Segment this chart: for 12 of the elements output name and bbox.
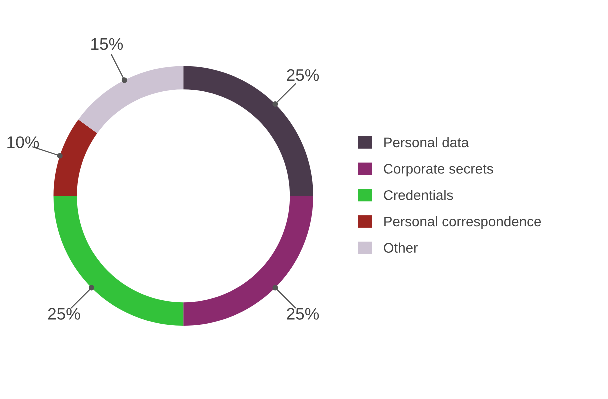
data-label: 25% [287, 308, 320, 320]
legend-label: Personal data [384, 137, 470, 148]
legend-label: Other [384, 242, 418, 253]
legend-label: Personal correspondence [384, 216, 542, 230]
data-label: 15% [92, 38, 124, 50]
legend-label: Corporate secrets [384, 164, 494, 177]
donut-slice [78, 66, 184, 134]
data-label: 25% [48, 308, 80, 320]
data-label: 10% [8, 136, 40, 148]
legend-label: Credentials [384, 190, 454, 200]
data-label: 25% [287, 69, 320, 82]
donut-slice [54, 120, 98, 196]
